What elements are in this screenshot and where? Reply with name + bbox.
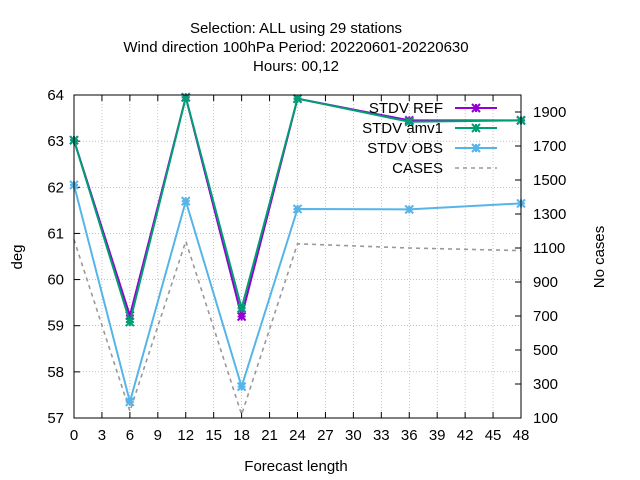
data-point-stdv-obs xyxy=(125,397,135,407)
legend: STDV REF STDV amv1 STDV OBS CASES xyxy=(362,100,497,177)
y-tick-label: 63 xyxy=(47,133,64,150)
y-tick-label: 57 xyxy=(47,410,64,427)
title-line-3: Hours: 00,12 xyxy=(253,58,339,75)
data-point-stdv-amv1 xyxy=(236,303,247,313)
legend-entry-stdv-obs: STDV OBS xyxy=(367,140,497,157)
y2-tick-label: 900 xyxy=(533,274,558,291)
y-tick-label: 59 xyxy=(47,318,64,335)
data-point-stdv-obs xyxy=(404,204,414,215)
x-tick-label: 39 xyxy=(429,427,446,444)
title-line-2: Wind direction 100hPa Period: 20220601-2… xyxy=(123,39,468,56)
legend-label: CASES xyxy=(392,160,443,177)
axis-ticks: 0 3 6 9 12 15 18 21 24 27 30 33 36 39 42 45 485758596061… xyxy=(47,87,566,444)
y-tick-label: 62 xyxy=(47,179,64,196)
data-point-stdv-amv1 xyxy=(292,93,303,104)
x-tick-label: 36 xyxy=(401,427,418,444)
grid xyxy=(73,94,522,419)
legend-entry-stdv-amv1: STDV amv1 xyxy=(362,120,497,137)
chart-title: Selection: ALL using 29 stations Wind di… xyxy=(123,20,468,75)
x-tick-label: 21 xyxy=(261,427,278,444)
y2-tick-label: 1900 xyxy=(533,104,566,121)
y2-tick-label: 1700 xyxy=(533,138,566,155)
x-tick-label: 45 xyxy=(485,427,502,444)
y2-tick-label: 100 xyxy=(533,410,558,427)
legend-label: STDV OBS xyxy=(367,140,443,157)
legend-entry-cases: CASES xyxy=(392,160,497,177)
y2-tick-label: 500 xyxy=(533,342,558,359)
series-cases xyxy=(73,238,522,418)
x-tick-label: 9 xyxy=(154,427,162,444)
x-axis-label: Forecast length xyxy=(244,458,347,475)
y-tick-label: 58 xyxy=(47,364,64,381)
y2-tick-label: 1500 xyxy=(533,172,566,189)
data-point-stdv-obs xyxy=(181,196,191,206)
x-tick-label: 48 xyxy=(513,427,530,444)
x-tick-label: 18 xyxy=(233,427,250,444)
x-tick-label: 15 xyxy=(205,427,222,444)
y2-tick-label: 1100 xyxy=(533,240,565,257)
x-tick-label: 33 xyxy=(373,427,390,444)
x-tick-label: 24 xyxy=(289,427,306,444)
data-point-stdv-obs xyxy=(236,381,247,392)
x-tick-label: 3 xyxy=(98,427,106,444)
y2-tick-label: 700 xyxy=(533,308,558,325)
plot-frame xyxy=(73,94,522,419)
legend-marker xyxy=(471,123,481,133)
x-tick-label: 0 xyxy=(70,427,78,444)
data-point-stdv-obs xyxy=(292,204,303,214)
series-line-cases xyxy=(73,238,522,418)
y-tick-label: 64 xyxy=(47,87,64,104)
y2-tick-label: 300 xyxy=(533,376,558,393)
x-tick-label: 6 xyxy=(126,427,134,444)
y-tick-label: 60 xyxy=(47,272,64,289)
legend-marker xyxy=(471,103,481,113)
data-point-stdv-amv1 xyxy=(404,117,414,127)
y2-tick-label: 1300 xyxy=(533,206,566,223)
x-tick-label: 30 xyxy=(345,427,362,444)
title-line-1: Selection: ALL using 29 stations xyxy=(190,20,402,37)
x-tick-label: 12 xyxy=(177,427,194,444)
data-point-stdv-ref xyxy=(236,311,247,322)
y-axis-label: deg xyxy=(9,244,26,269)
x-tick-label: 27 xyxy=(317,427,334,444)
series-stdv-amv1 xyxy=(69,92,526,327)
x-tick-label: 42 xyxy=(457,427,474,444)
y2-axis-label: No cases xyxy=(591,226,608,289)
y-tick-label: 61 xyxy=(47,225,64,242)
data-point-stdv-amv1 xyxy=(125,317,135,327)
series-group xyxy=(69,92,526,418)
legend-marker xyxy=(471,143,481,153)
legend-label: STDV REF xyxy=(369,100,443,117)
legend-entry-stdv-ref: STDV REF xyxy=(369,100,497,117)
legend-label: STDV amv1 xyxy=(362,120,443,137)
